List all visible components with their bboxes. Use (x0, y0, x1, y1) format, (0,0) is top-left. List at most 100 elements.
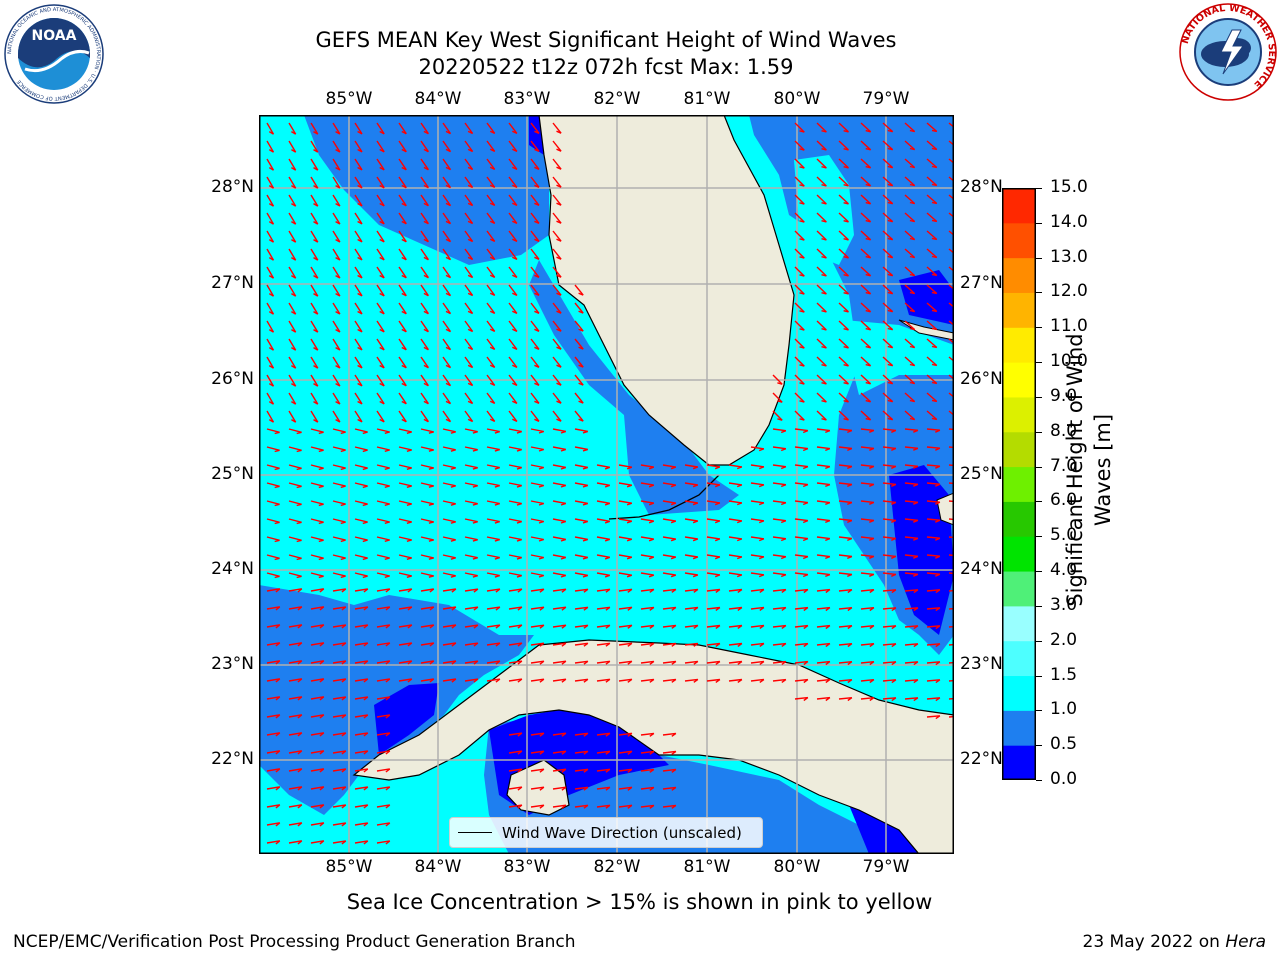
wind-arrow (728, 500, 743, 504)
noaa-text: NOAA (32, 28, 77, 44)
wind-arrow (310, 248, 319, 261)
wind-arrow (882, 446, 896, 450)
wind-arrow (904, 356, 916, 367)
wind-arrow (860, 140, 872, 151)
wind-arrow (332, 642, 346, 646)
wind-arrow (816, 572, 830, 576)
wind-arrow-head (445, 310, 451, 315)
wind-arrow (442, 338, 452, 351)
wind-arrow (618, 536, 632, 540)
wind-arrow-head (604, 466, 611, 470)
wind-arrow-head (450, 485, 456, 488)
wind-arrow (838, 572, 852, 576)
wind-arrow-head (583, 660, 589, 665)
lat-label-left: 24°N (211, 559, 254, 579)
wind-arrow (882, 572, 896, 576)
wind-arrow (376, 374, 385, 387)
wind-arrow (508, 284, 518, 296)
wind-arrow (464, 158, 474, 170)
wind-arrow (530, 140, 540, 152)
wind-arrow (860, 392, 872, 403)
wind-arrow-head (821, 292, 827, 295)
wind-arrow (288, 320, 297, 333)
wind-arrow (794, 678, 808, 682)
wind-arrow-head (268, 203, 274, 207)
wind-arrow-head (423, 400, 429, 405)
wind-arrow-head (780, 466, 787, 470)
wind-arrow-head (821, 346, 827, 349)
wind-arrow (574, 768, 588, 772)
wind-arrow (860, 356, 872, 367)
colorbar-segment (1002, 605, 1036, 642)
wind-arrow (486, 572, 500, 577)
wind-arrow (926, 266, 938, 277)
wind-arrow-head (627, 786, 633, 791)
wind-arrow (816, 500, 830, 504)
wind-arrow (376, 194, 385, 207)
wind-arrow-head (517, 768, 523, 773)
wind-arrow-head (534, 310, 540, 314)
lat-label-right: 27°N (960, 273, 1003, 293)
wind-arrow (816, 678, 830, 682)
wind-arrow-head (362, 503, 368, 507)
wind-arrow-head (319, 714, 325, 719)
wind-arrow (442, 248, 452, 261)
wind-arrow-head (821, 184, 827, 187)
wind-arrow-head (473, 660, 479, 665)
wind-arrow-head (759, 660, 765, 665)
wind-arrow (882, 482, 896, 486)
wind-arrow (288, 518, 302, 523)
wind-arrow-head (423, 148, 429, 153)
wind-arrow (332, 714, 346, 718)
wind-arrow-head (357, 292, 363, 297)
wind-arrow (552, 212, 562, 224)
wind-arrow (288, 822, 302, 826)
wind-arrow-head (319, 660, 325, 665)
wind-arrow (332, 140, 341, 153)
wind-arrow (266, 266, 275, 279)
wind-arrow (882, 410, 894, 421)
wind-arrow-head (445, 130, 451, 135)
wind-arrow-head (802, 465, 809, 470)
wind-arrow (376, 572, 390, 577)
wind-arrow (464, 464, 478, 469)
wind-arrow (552, 804, 566, 808)
wind-arrow (288, 500, 302, 505)
wind-arrow (706, 606, 720, 610)
wind-arrow (486, 266, 496, 278)
wind-arrow (574, 284, 584, 296)
lat-label-left: 26°N (211, 369, 254, 389)
wind-arrow (662, 518, 676, 522)
wind-arrow (794, 176, 805, 187)
wind-arrow-head (385, 660, 391, 665)
footer-host: Hera (1225, 932, 1266, 952)
wind-arrow-head (274, 431, 280, 435)
wind-arrow (882, 464, 896, 468)
wind-arrow-head (847, 483, 853, 488)
wind-arrow-head (649, 660, 655, 665)
wind-arrow-head (379, 130, 385, 135)
wind-arrow-head (803, 661, 809, 666)
colorbar-tick-mark (1036, 362, 1042, 364)
wind-arrow-head (582, 466, 589, 470)
wind-arrow-head (891, 483, 897, 487)
wind-arrow-head (363, 750, 369, 755)
wind-arrow-head (670, 556, 677, 560)
wind-arrow (904, 158, 916, 169)
wind-arrow (398, 482, 412, 487)
wind-arrow (376, 536, 390, 541)
wind-arrow-head (275, 822, 281, 827)
wind-arrow-head (268, 185, 274, 189)
wind-arrow-head (319, 696, 325, 701)
wind-arrow-head (780, 556, 787, 560)
wind-arrow-head (363, 768, 369, 773)
wind-arrow (266, 446, 280, 451)
wind-arrow-head (736, 484, 743, 488)
wind-arrow (882, 679, 896, 682)
wind-arrow (508, 572, 522, 577)
colorbar-segment (1002, 710, 1036, 746)
wind-arrow-head (869, 661, 875, 666)
wind-arrow-head (467, 202, 473, 207)
wind-arrow (860, 302, 872, 313)
wind-arrow-head (560, 448, 567, 452)
